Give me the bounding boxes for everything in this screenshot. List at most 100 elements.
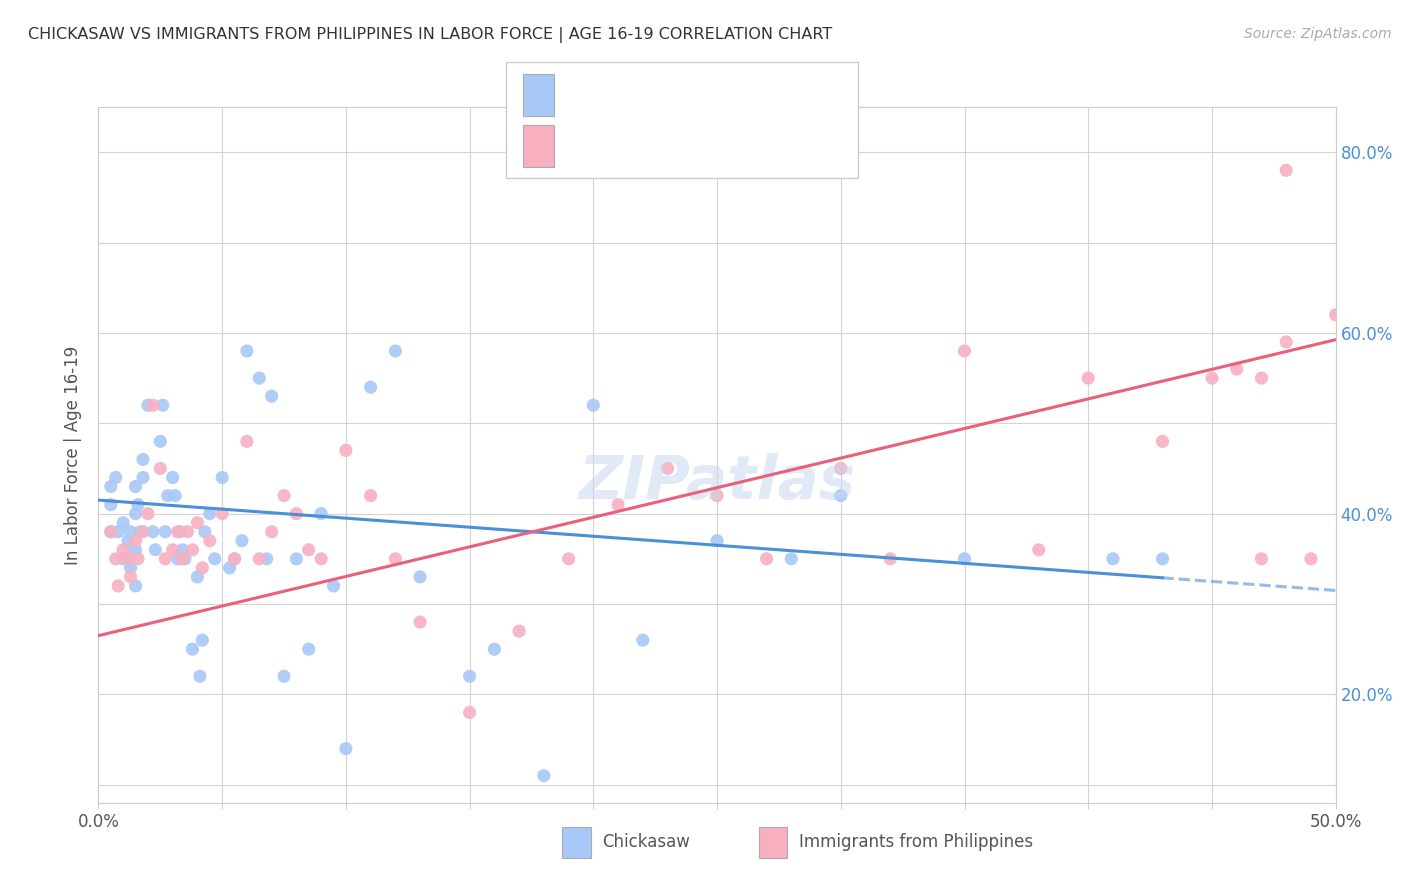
Point <box>247 551 270 566</box>
Point <box>172 551 194 566</box>
Text: -0.171: -0.171 <box>607 86 672 103</box>
Point <box>273 489 295 503</box>
Point <box>1226 362 1249 376</box>
Point <box>1250 371 1272 385</box>
Point <box>198 533 221 548</box>
Point <box>1152 434 1174 449</box>
Point <box>162 470 184 484</box>
Point <box>155 551 177 566</box>
Point <box>166 524 188 539</box>
Point <box>298 642 321 657</box>
Point <box>236 434 259 449</box>
Point <box>107 579 129 593</box>
Point <box>247 371 270 385</box>
Point <box>112 542 135 557</box>
Point <box>129 524 152 539</box>
Point <box>582 398 605 412</box>
Point <box>117 551 139 566</box>
Point <box>174 551 197 566</box>
Point <box>755 551 778 566</box>
Point <box>194 524 217 539</box>
Point <box>112 516 135 530</box>
Point <box>1201 371 1223 385</box>
Text: 0.538: 0.538 <box>607 137 665 155</box>
Point <box>236 344 259 359</box>
Point <box>309 507 332 521</box>
Text: N =: N = <box>688 137 727 155</box>
Point <box>458 706 481 720</box>
Point <box>211 470 233 484</box>
Point <box>1077 371 1099 385</box>
Point <box>136 398 159 412</box>
Point <box>100 498 122 512</box>
Y-axis label: In Labor Force | Age 16-19: In Labor Force | Age 16-19 <box>65 345 83 565</box>
Point <box>830 461 852 475</box>
Point <box>152 398 174 412</box>
Point <box>218 561 240 575</box>
Point <box>100 524 122 539</box>
Point <box>1275 334 1298 349</box>
Point <box>285 507 308 521</box>
Point <box>181 642 204 657</box>
Point <box>127 498 149 512</box>
Point <box>132 524 155 539</box>
Point <box>132 452 155 467</box>
Point <box>149 434 172 449</box>
Point <box>273 669 295 683</box>
Point <box>172 542 194 557</box>
Point <box>953 551 976 566</box>
Point <box>1102 551 1125 566</box>
Point <box>1324 308 1347 322</box>
Point <box>169 524 191 539</box>
Text: ZIPatlas: ZIPatlas <box>578 453 856 512</box>
Point <box>256 551 278 566</box>
Point <box>1275 163 1298 178</box>
Point <box>631 633 654 648</box>
Point <box>780 551 803 566</box>
Point <box>104 551 127 566</box>
Text: Chickasaw: Chickasaw <box>602 833 690 852</box>
Text: R =: R = <box>568 86 607 103</box>
Point <box>879 551 901 566</box>
Point <box>204 551 226 566</box>
Point <box>112 551 135 566</box>
Point <box>142 524 165 539</box>
Point <box>335 741 357 756</box>
Text: CHICKASAW VS IMMIGRANTS FROM PHILIPPINES IN LABOR FORCE | AGE 16-19 CORRELATION : CHICKASAW VS IMMIGRANTS FROM PHILIPPINES… <box>28 27 832 43</box>
Point <box>322 579 344 593</box>
Point <box>1152 551 1174 566</box>
Text: 55: 55 <box>725 137 751 155</box>
Point <box>127 551 149 566</box>
Point <box>166 551 188 566</box>
Point <box>657 461 679 475</box>
Point <box>224 551 246 566</box>
Point <box>181 542 204 557</box>
Point <box>165 489 187 503</box>
Point <box>120 524 142 539</box>
Point <box>260 389 283 403</box>
Point <box>107 524 129 539</box>
Point <box>120 570 142 584</box>
Point <box>508 624 530 639</box>
Point <box>191 633 214 648</box>
Point <box>953 344 976 359</box>
Point <box>1250 551 1272 566</box>
Point <box>198 507 221 521</box>
Point <box>149 461 172 475</box>
Point <box>458 669 481 683</box>
Point <box>162 542 184 557</box>
Point <box>285 551 308 566</box>
Point <box>409 570 432 584</box>
Point <box>1299 551 1322 566</box>
Point <box>484 642 506 657</box>
Text: 67: 67 <box>725 86 751 103</box>
Point <box>224 551 246 566</box>
Point <box>360 380 382 394</box>
Point <box>143 542 166 557</box>
Point <box>124 579 146 593</box>
Text: Source: ZipAtlas.com: Source: ZipAtlas.com <box>1244 27 1392 41</box>
Text: Immigrants from Philippines: Immigrants from Philippines <box>799 833 1033 852</box>
Point <box>132 470 155 484</box>
Point <box>384 344 406 359</box>
Point <box>335 443 357 458</box>
